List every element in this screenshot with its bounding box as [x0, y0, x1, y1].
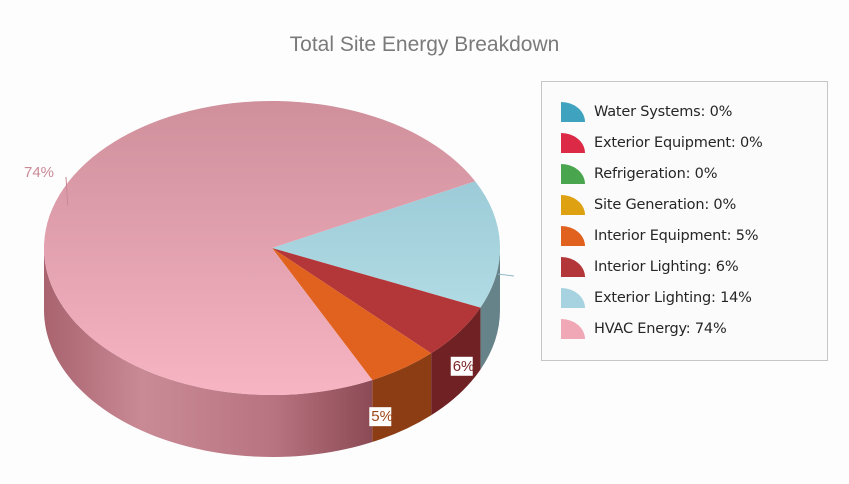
- legend-label: Exterior Equipment: 0%: [594, 135, 763, 151]
- legend-swatch-icon: [560, 318, 586, 340]
- legend-label: Water Systems: 0%: [594, 104, 733, 120]
- legend-item-exterior-lighting: Exterior Lighting: 14%: [560, 286, 752, 310]
- pie-side-exterior-lighting: [480, 248, 500, 370]
- pie-slice-interior-lighting: [272, 248, 481, 354]
- data-label-interior-lighting: 6%: [453, 358, 475, 375]
- legend-label: HVAC Energy: 74%: [594, 321, 727, 337]
- legend-label: Site Generation: 0%: [594, 197, 737, 213]
- legend-label: Interior Lighting: 6%: [594, 259, 739, 275]
- chart-legend: Water Systems: 0% Exterior Equipment: 0% R…: [541, 81, 828, 361]
- legend-label: Refrigeration: 0%: [594, 166, 718, 182]
- legend-swatch-icon: [560, 287, 586, 309]
- data-label-connector-hvac-energy: [65, 176, 69, 206]
- legend-item-site-generation: Site Generation: 0%: [560, 193, 736, 217]
- legend-label: Exterior Lighting: 14%: [594, 290, 752, 306]
- pie-side-hvac-energy: [44, 248, 373, 457]
- pie-slice-exterior-lighting: [272, 181, 500, 308]
- pie-slice-interior-equipment: [272, 248, 432, 381]
- legend-item-water-systems: Water Systems: 0%: [560, 100, 732, 124]
- legend-swatch-icon: [560, 101, 586, 123]
- legend-swatch-icon: [560, 163, 586, 185]
- data-label-box-interior-lighting: [450, 356, 473, 376]
- legend-swatch-icon: [560, 132, 586, 154]
- pie-slice-hvac-energy: [43, 100, 476, 395]
- data-label-interior-equipment: 5%: [371, 408, 393, 425]
- legend-item-hvac-energy: HVAC Energy: 74%: [560, 317, 727, 341]
- legend-swatch-icon: [560, 225, 586, 247]
- legend-item-interior-lighting: Interior Lighting: 6%: [560, 255, 739, 279]
- legend-swatch-icon: [560, 194, 586, 216]
- data-label-connector-exterior-lighting: [497, 273, 515, 277]
- legend-label: Interior Equipment: 5%: [594, 228, 759, 244]
- data-label-hvac-energy: 74%: [24, 164, 54, 181]
- chart-title: Total Site Energy Breakdown: [289, 33, 560, 56]
- legend-swatch-icon: [560, 256, 586, 278]
- data-label-box-interior-equipment: [369, 407, 392, 427]
- legend-item-exterior-equipment: Exterior Equipment: 0%: [560, 131, 763, 155]
- legend-item-refrigeration: Refrigeration: 0%: [560, 162, 717, 186]
- legend-item-interior-equipment: Interior Equipment: 5%: [560, 224, 759, 248]
